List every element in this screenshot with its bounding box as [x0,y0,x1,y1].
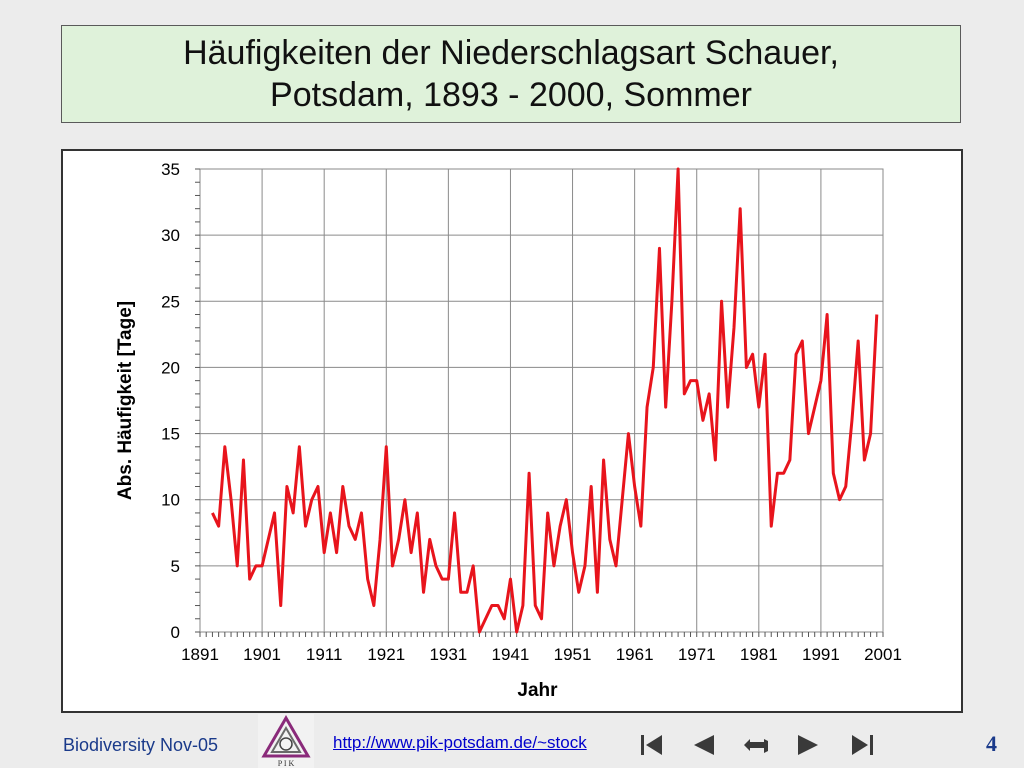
x-tick-label: 1951 [554,645,592,664]
page-title-line-1: Häufigkeiten der Niederschlagsart Schaue… [183,34,839,72]
x-tick-label: 1991 [802,645,840,664]
plot-area [199,168,884,633]
footer-url-link[interactable]: http://www.pik-potsdam.de/~stock [333,733,587,752]
return-icon[interactable] [742,731,770,759]
series-line [211,167,879,634]
y-tick-label: 5 [171,557,180,576]
y-tick-label: 20 [161,358,180,377]
page-number: 4 [986,731,997,756]
page-title-line-2: Potsdam, 1893 - 2000, Sommer [270,76,752,114]
x-tick-label: 1901 [243,645,281,664]
grid-layer [199,168,884,633]
x-axis-label: Jahr [517,680,558,701]
x-tick-label: 1981 [740,645,778,664]
x-tick-label: 1941 [492,645,530,664]
x-tick-label: 1921 [367,645,405,664]
x-tick-label: 2001 [864,645,902,664]
line-chart: 0 5 10 15 20 25 30 35 1891 1901 1911 1921 1931 1941 19… [115,160,902,701]
footer-text: Biodiversity Nov-05 [63,735,219,755]
title-box: Häufigkeiten der Niederschlagsart Schaue… [61,25,961,123]
series-layer [211,167,879,634]
x-tick-label: 1931 [429,645,467,664]
last-page-icon[interactable] [848,731,876,759]
y-tick-label: 30 [161,226,180,245]
y-tick-label: 35 [161,160,180,179]
y-axis-label: Abs. Häufigkeit [Tage] [115,301,136,500]
x-tick-label: 1961 [616,645,654,664]
x-tick-label: 1971 [678,645,716,664]
y-tick-label: 0 [171,623,180,642]
previous-page-icon[interactable] [690,731,718,759]
pik-logo-icon: P I K [258,714,314,768]
y-tick-label: 25 [161,292,180,311]
next-page-icon[interactable] [794,731,822,759]
chart-frame: 0 5 10 15 20 25 30 35 1891 1901 1911 1921 1931 1941 19… [61,149,963,713]
y-tick-label: 15 [161,425,180,444]
x-tick-label: 1911 [306,645,343,664]
x-tick-label: 1891 [181,645,219,664]
first-page-icon[interactable] [638,731,666,759]
y-tick-label: 10 [161,491,180,510]
svg-text:P I K: P I K [278,759,295,768]
